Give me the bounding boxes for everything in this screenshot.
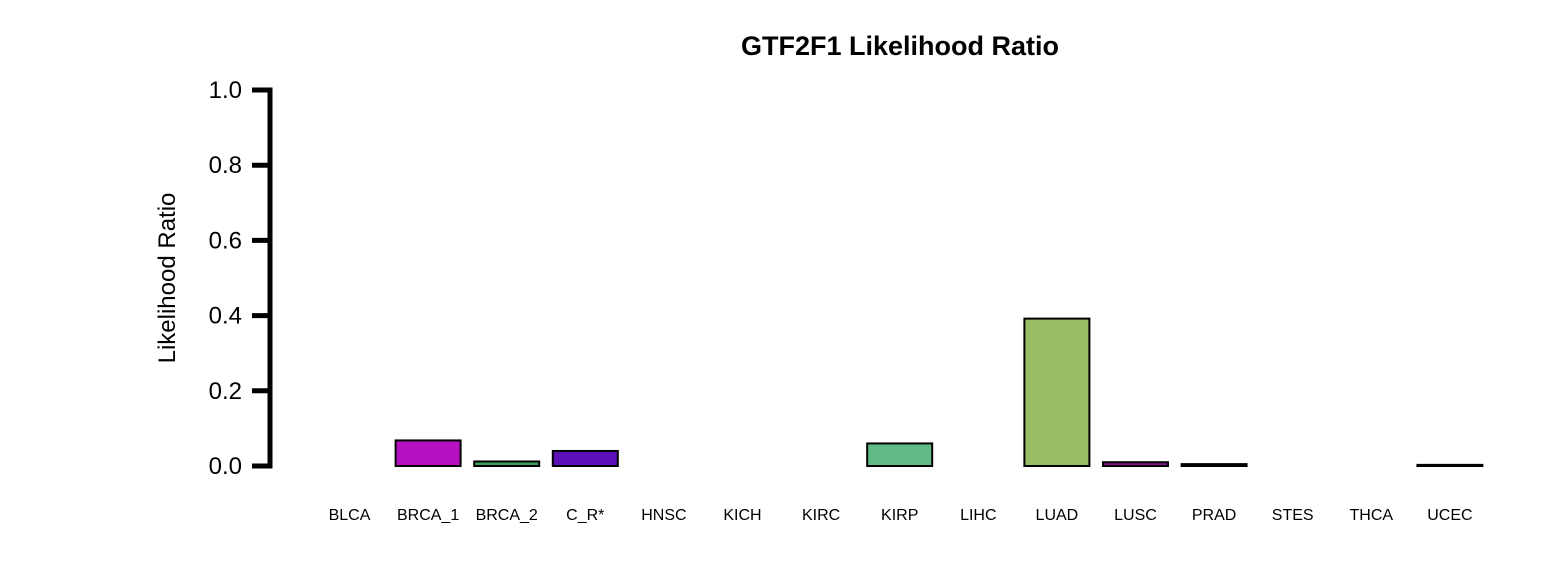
bar-brca-1 xyxy=(394,439,462,468)
x-tick-label: KIRC xyxy=(802,507,840,524)
x-tick-label: LUAD xyxy=(1036,507,1079,524)
bars xyxy=(394,317,1484,468)
x-tick-label: BRCA_2 xyxy=(476,507,538,524)
x-tick-label: LIHC xyxy=(960,507,996,524)
bar-brca-2 xyxy=(473,460,541,468)
x-tick-label: KIRP xyxy=(881,507,918,524)
x-tick-label: STES xyxy=(1272,507,1314,524)
x-tick-label: C_R* xyxy=(566,507,604,524)
x-tick-label: LUSC xyxy=(1114,507,1157,524)
y-tick-label: 0.8 xyxy=(209,152,242,179)
bar-kirp xyxy=(866,442,934,468)
bar-lusc xyxy=(1102,461,1169,467)
chart-title: GTF2F1 Likelihood Ratio xyxy=(741,31,1059,61)
y-tick-label: 1.0 xyxy=(209,77,242,104)
bar-ucec xyxy=(1416,463,1484,468)
y-ticks: 0.0 0.2 0.4 0.6 0.8 1.0 xyxy=(209,77,270,480)
x-tick-label: THCA xyxy=(1350,507,1394,524)
y-tick-label: 0.2 xyxy=(209,378,242,405)
y-tick-label: 0.0 xyxy=(209,453,242,480)
y-axis-label: Likelihood Ratio xyxy=(154,193,181,364)
bar-luad xyxy=(1023,317,1091,467)
bar-c-r xyxy=(551,449,619,467)
x-tick-label: KICH xyxy=(723,507,761,524)
x-tick-label: UCEC xyxy=(1427,507,1472,524)
y-tick-label: 0.6 xyxy=(209,227,242,254)
x-tick-labels: BLCA BRCA_1 BRCA_2 C_R* HNSC KICH KIRC KIRP LIHC… xyxy=(329,507,1473,524)
bar-prad xyxy=(1180,463,1248,467)
x-tick-label: PRAD xyxy=(1192,507,1236,524)
x-tick-label: BRCA_1 xyxy=(397,507,459,524)
y-tick-label: 0.4 xyxy=(209,303,242,330)
x-tick-label: BLCA xyxy=(329,507,371,524)
x-tick-label: HNSC xyxy=(641,507,686,524)
